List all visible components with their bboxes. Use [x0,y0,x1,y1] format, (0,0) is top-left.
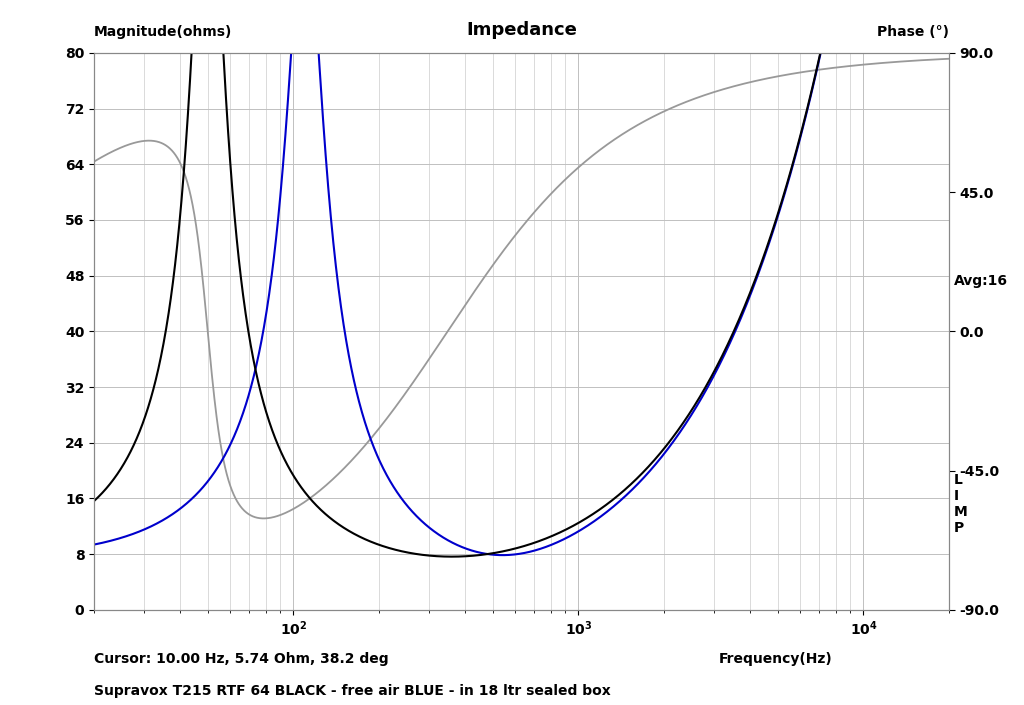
Text: Supravox T215 RTF 64 BLACK - free air BLUE - in 18 ltr sealed box: Supravox T215 RTF 64 BLACK - free air BL… [94,684,611,698]
Text: Impedance: Impedance [466,21,578,39]
Text: Frequency(Hz): Frequency(Hz) [719,651,833,666]
Text: Cursor: 10.00 Hz, 5.74 Ohm, 38.2 deg: Cursor: 10.00 Hz, 5.74 Ohm, 38.2 deg [94,652,389,666]
Text: Phase (°): Phase (°) [878,25,949,39]
Text: Magnitude(ohms): Magnitude(ohms) [94,25,232,39]
Text: Avg:16: Avg:16 [953,274,1008,288]
Text: L
I
M
P: L I M P [953,473,968,535]
